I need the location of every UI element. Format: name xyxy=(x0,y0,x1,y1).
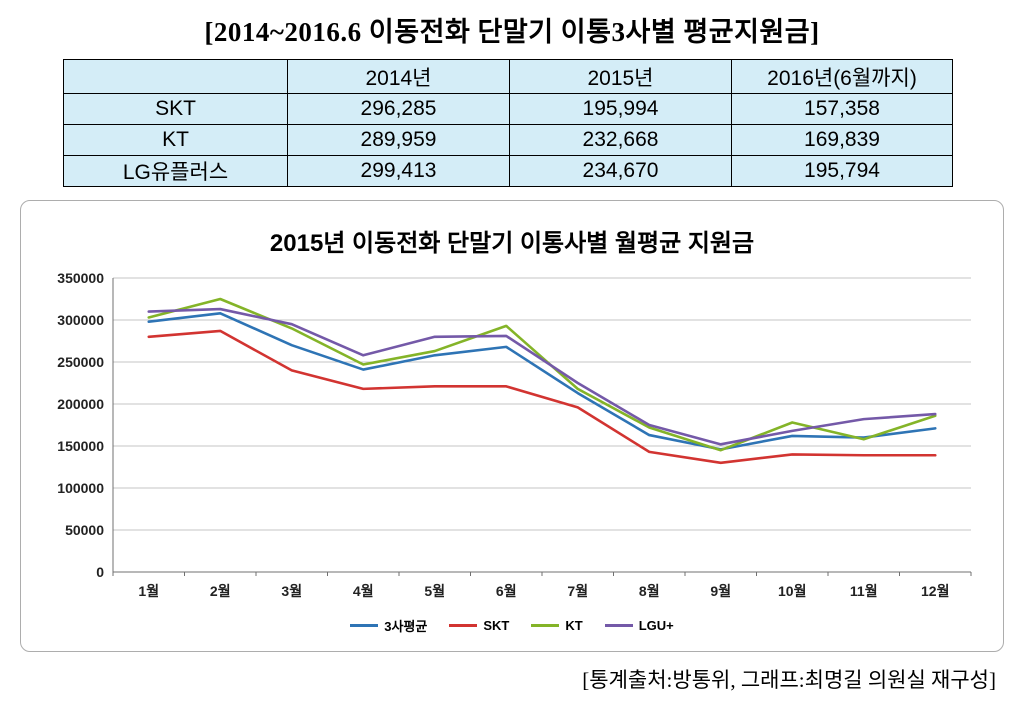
x-tick-label: 11월 xyxy=(850,583,878,599)
legend-line-swatch xyxy=(604,624,633,627)
legend-line-swatch xyxy=(449,624,478,627)
legend-item: KT xyxy=(531,618,583,633)
table-cell: 195,794 xyxy=(731,155,953,187)
table-cell: 169,839 xyxy=(731,124,953,156)
legend-label: 3사평균 xyxy=(384,619,428,634)
y-tick-label: 50000 xyxy=(65,522,104,538)
x-tick-label: 3월 xyxy=(281,583,302,599)
series-line-LGU+ xyxy=(147,307,937,446)
column-header: 2015년 xyxy=(509,59,732,94)
chart-panel: 2015년 이동전화 단말기 이통사별 월평균 지원금 0 50000 100000… xyxy=(20,200,1004,652)
table-cell: 232,668 xyxy=(509,124,732,156)
series-line-3사평균 xyxy=(147,311,937,451)
x-tick-label: 4월 xyxy=(353,583,374,599)
x-tick-label: 5월 xyxy=(424,583,445,599)
x-tick-label: 6월 xyxy=(496,583,517,599)
legend-label: KT xyxy=(565,618,583,633)
source-note: [통계출처:방통위, 그래프:최명길 의원실 재구성] xyxy=(582,668,996,692)
y-tick-label: 300000 xyxy=(57,312,104,328)
chart-legend: 3사평균 SKT KT LGU+ xyxy=(21,616,1003,635)
series-line-SKT xyxy=(147,329,937,465)
row-label: SKT xyxy=(63,93,288,125)
table-cell: 157,358 xyxy=(731,93,953,125)
corner-cell xyxy=(63,59,288,94)
x-tick-label: 10월 xyxy=(778,583,806,599)
support-table-body: SKT 296,285 195,994 157,358 KT 289,959 232,668… xyxy=(63,93,953,187)
table-row: LG유플러스 299,413 234,670 195,794 xyxy=(63,155,953,187)
table-cell: 195,994 xyxy=(509,93,732,125)
table-row: KT 289,959 232,668 169,839 xyxy=(63,124,953,156)
legend-line-swatch xyxy=(531,624,560,627)
y-tick-label: 100000 xyxy=(57,480,104,496)
y-tick-label: 200000 xyxy=(57,396,104,412)
legend-label: LGU+ xyxy=(638,618,674,633)
x-tick-label: 8월 xyxy=(639,583,660,599)
legend-label: SKT xyxy=(483,618,510,633)
x-tick-label: 12월 xyxy=(921,583,949,599)
table-cell: 234,670 xyxy=(509,155,732,187)
x-tick-label: 7월 xyxy=(567,583,588,599)
y-tick-label: 250000 xyxy=(57,354,104,370)
y-tick-label: 0 xyxy=(96,564,104,580)
table-cell: 296,285 xyxy=(287,93,510,125)
column-header: 2016년(6월까지) xyxy=(731,59,953,94)
series-line-KT xyxy=(147,297,937,452)
y-tick-label: 350000 xyxy=(57,270,104,286)
legend-item: 3사평균 xyxy=(350,616,427,635)
column-header: 2014년 xyxy=(287,59,510,94)
x-tick-label: 1월 xyxy=(138,583,159,599)
table-cell: 289,959 xyxy=(287,124,510,156)
legend-line-swatch xyxy=(350,624,379,627)
legend-item: SKT xyxy=(449,618,509,633)
y-tick-label: 150000 xyxy=(57,438,104,454)
support-table: 2014년 2015년 2016년(6월까지) SKT 296,285 195,994 1… xyxy=(63,59,953,187)
support-table-head-row: 2014년 2015년 2016년(6월까지) xyxy=(63,59,953,94)
chart-plot: 0 50000 100000 150000 200000 250000 300000 3500… xyxy=(57,270,972,599)
table-row: SKT 296,285 195,994 157,358 xyxy=(63,93,953,125)
chart-title: 2015년 이동전화 단말기 이통사별 월평균 지원금 xyxy=(269,230,755,257)
page-title: [2014~2016.6 이동전화 단말기 이통3사별 평균지원금] xyxy=(204,17,820,47)
x-tick-label: 9월 xyxy=(710,583,731,599)
row-label: KT xyxy=(63,124,288,156)
row-label: LG유플러스 xyxy=(63,155,288,187)
table-cell: 299,413 xyxy=(287,155,510,187)
legend-item: LGU+ xyxy=(604,618,674,633)
x-tick-label: 2월 xyxy=(210,583,231,599)
